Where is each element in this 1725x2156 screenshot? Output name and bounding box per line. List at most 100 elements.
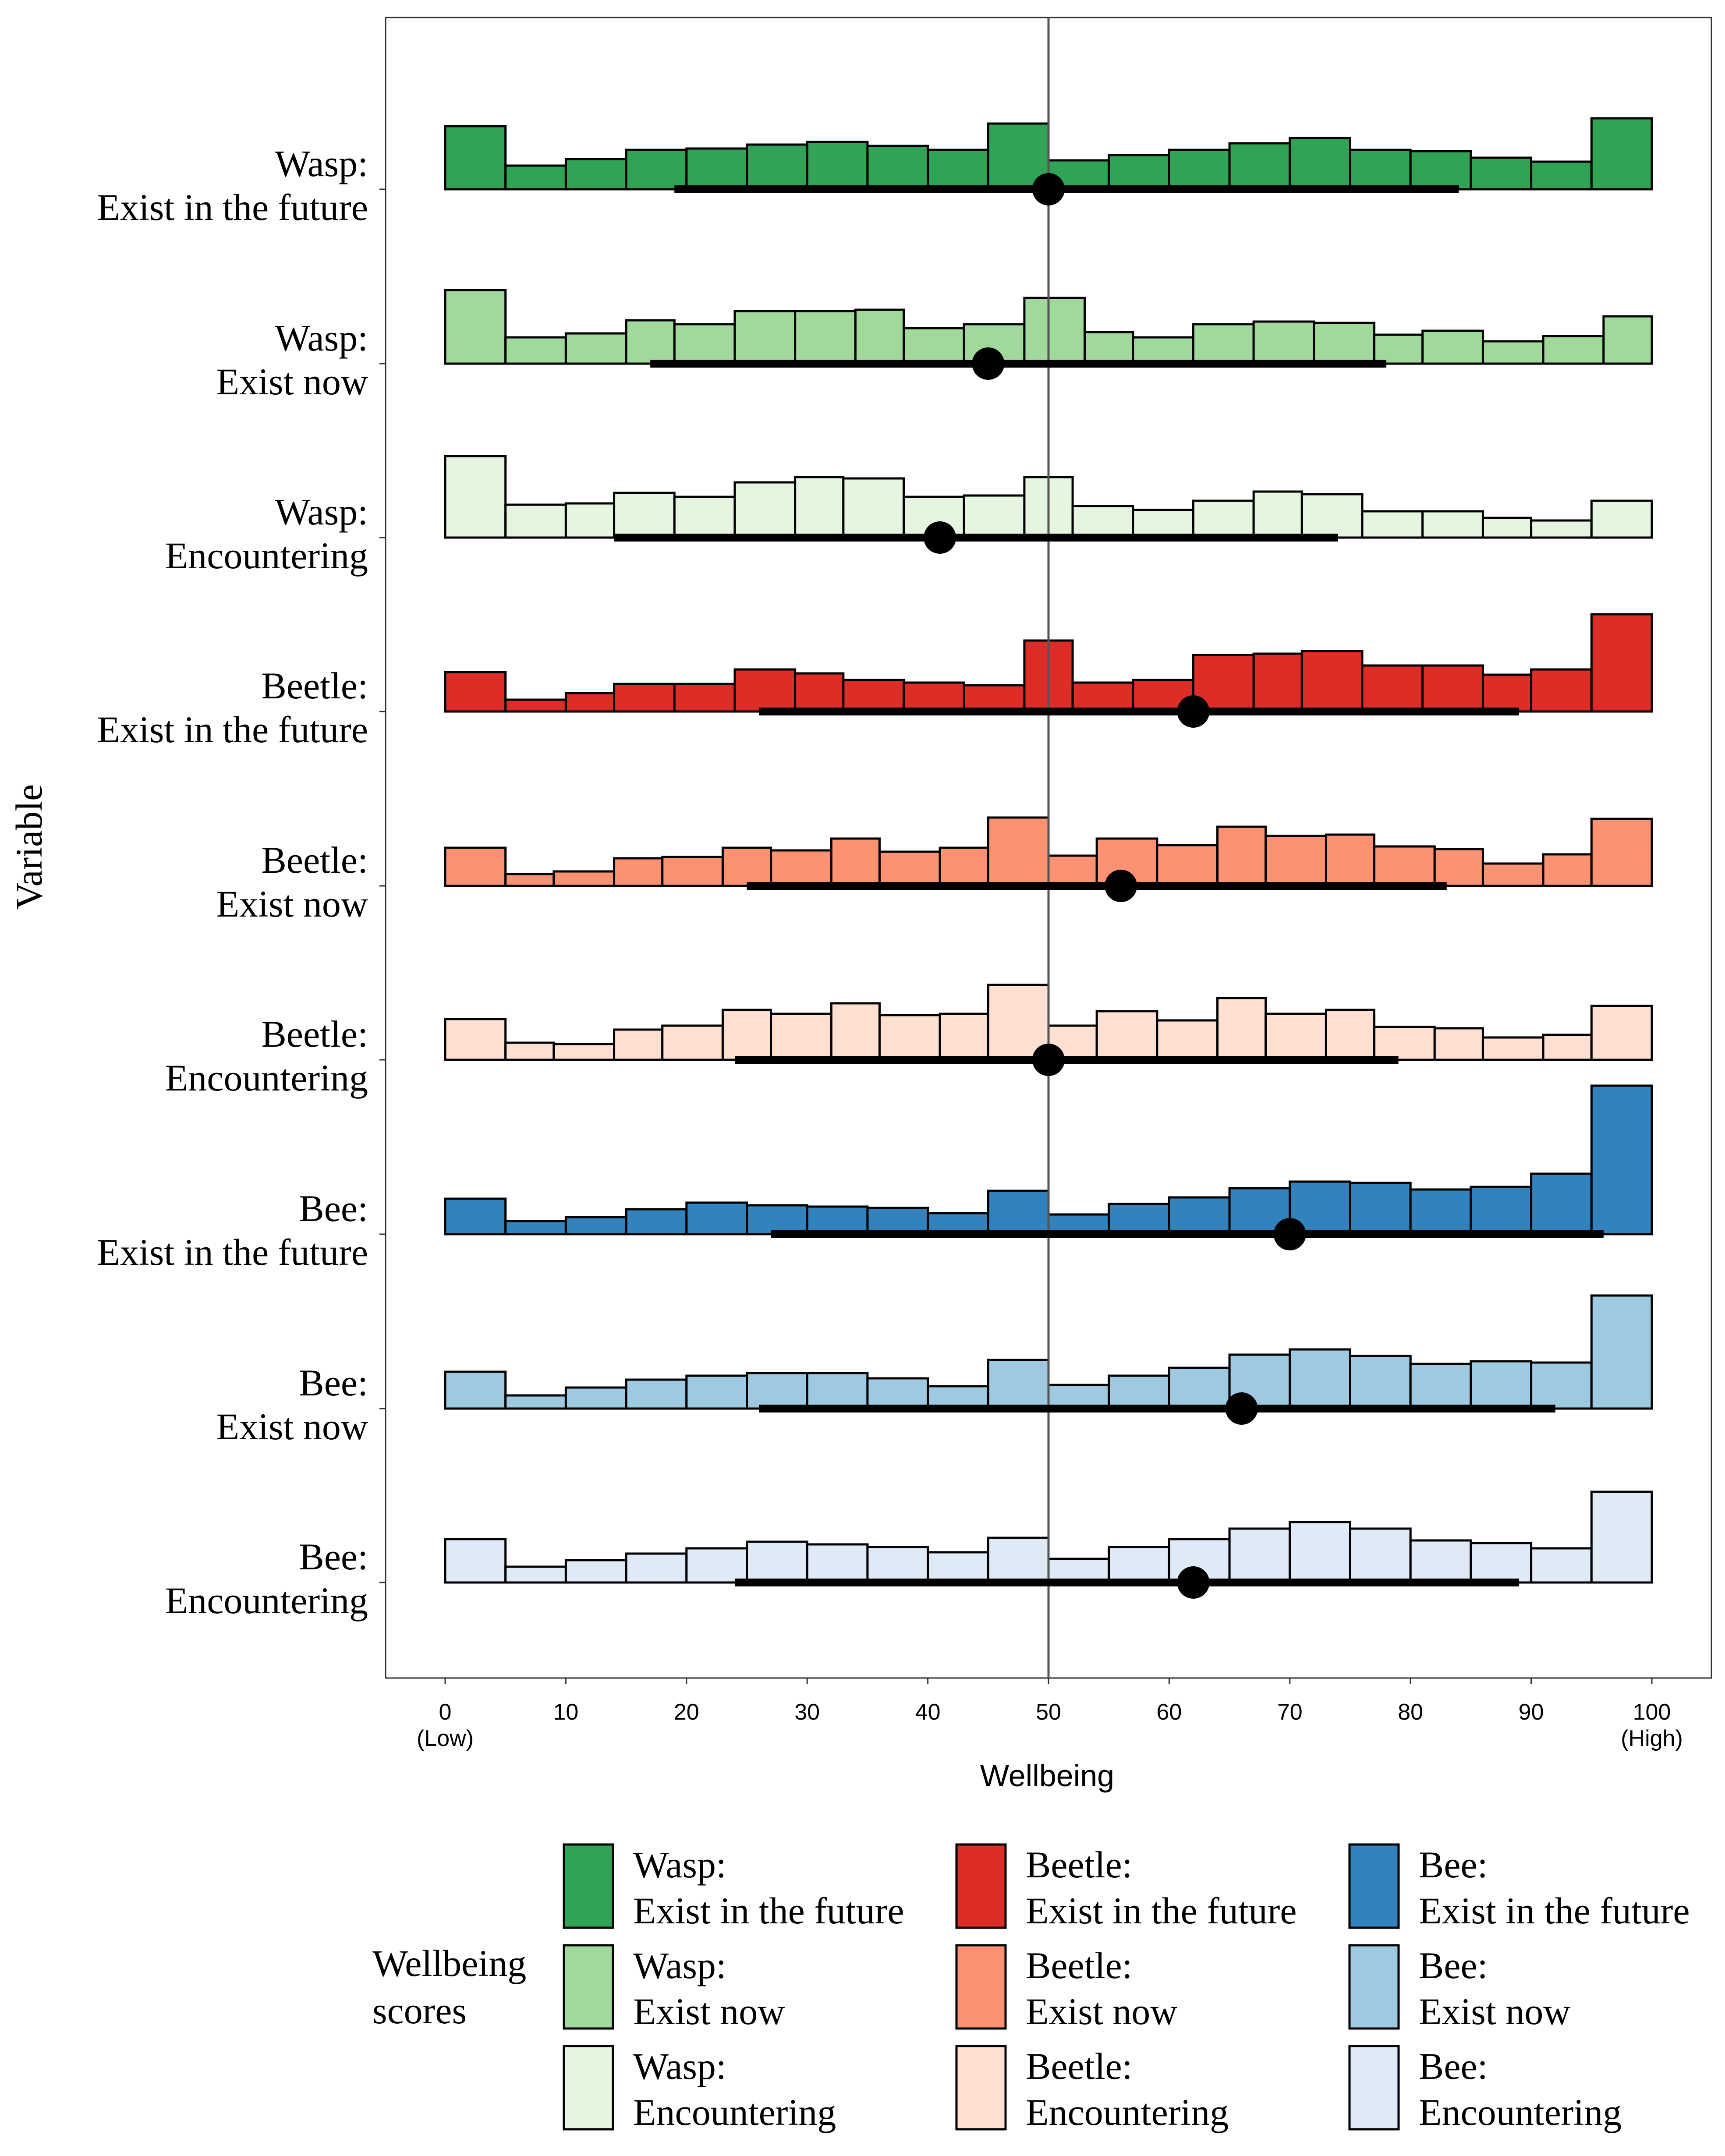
x-tick-label: 70 [1277, 1699, 1303, 1725]
histogram-bar [444, 846, 507, 887]
histogram-bar [625, 319, 676, 365]
histogram-bar [794, 310, 857, 365]
histogram-bar [987, 1359, 1050, 1410]
legend-title: scores [372, 1990, 467, 2032]
histogram-bar [1300, 650, 1364, 713]
histogram-bar [794, 672, 845, 713]
histogram-bar [1590, 613, 1653, 713]
histogram-bar [685, 1201, 748, 1236]
histogram-bar [1289, 1521, 1352, 1584]
histogram-bar [1252, 320, 1315, 365]
legend-label: Encountering [1419, 2091, 1622, 2133]
histogram-bar [673, 323, 736, 365]
legend-title: Wellbeing [372, 1942, 526, 1984]
histogram-bar [794, 476, 845, 539]
histogram-bar [1530, 1547, 1593, 1584]
x-tick-label: 30 [794, 1699, 820, 1725]
histogram-bar [553, 870, 616, 887]
y-tick-label: Encountering [165, 1579, 368, 1621]
histogram-bar [1228, 1527, 1291, 1584]
histogram-bar [878, 1014, 941, 1061]
histogram-bar [1421, 510, 1484, 539]
histogram-bar [1132, 509, 1194, 539]
histogram-bar [444, 671, 507, 713]
histogram-bar [854, 308, 905, 365]
histogram-bar [806, 141, 869, 191]
histogram-bar [1168, 149, 1231, 191]
histogram-bar [444, 125, 507, 191]
histogram-bar [1590, 1294, 1653, 1410]
histogram-bar [444, 1370, 507, 1410]
histogram-bar [1590, 499, 1653, 539]
mean-point [1273, 1218, 1306, 1250]
legend-swatch [563, 2045, 614, 2131]
histogram-bar [564, 1559, 627, 1584]
histogram-bar [1542, 853, 1593, 887]
y-tick-label: Beetle: [261, 1013, 368, 1055]
histogram-bar [504, 336, 567, 365]
legend-swatch [955, 1944, 1007, 2030]
legend-swatch [955, 1843, 1007, 1929]
x-tick-label: 40 [915, 1699, 941, 1725]
histogram-bar [1108, 1203, 1170, 1236]
histogram-bar [625, 149, 688, 191]
histogram-bar [733, 668, 797, 713]
histogram-bar [903, 327, 965, 365]
histogram-bar [1216, 997, 1267, 1061]
histogram-bar [1071, 505, 1134, 539]
histogram-bar [504, 1041, 555, 1061]
histogram-bar [1349, 149, 1412, 191]
histogram-bar [504, 164, 567, 191]
histogram-bar [1192, 499, 1255, 539]
x-tick-label: 100 [1633, 1699, 1671, 1725]
histogram-bar [1289, 137, 1352, 191]
y-tick-label: Beetle: [261, 839, 368, 881]
y-tick-label: Exist now [216, 361, 368, 403]
histogram-bar [1530, 668, 1593, 713]
legend-label: Exist now [633, 1990, 785, 2032]
x-tick-label: 90 [1519, 1699, 1544, 1725]
histogram-bar [1433, 848, 1484, 887]
histogram-bar [1409, 1363, 1472, 1410]
histogram-bar [1325, 1009, 1376, 1061]
legend-label: Wasp: [633, 1844, 726, 1886]
histogram-bar [842, 679, 905, 713]
histogram-bar [1325, 833, 1376, 887]
histogram-bar [1252, 652, 1303, 713]
y-tick-label: Wasp: [275, 491, 368, 533]
y-tick-label: Beetle: [261, 665, 368, 707]
y-tick-label: Exist in the future [97, 708, 368, 751]
histogram-bar [613, 492, 676, 539]
mean-point [1177, 1566, 1210, 1599]
histogram-bar [830, 837, 881, 887]
histogram-bar [1481, 340, 1544, 365]
x-tick-label: 60 [1156, 1699, 1182, 1725]
legend-swatch [955, 2045, 1007, 2131]
legend-label: Beetle: [1026, 1844, 1133, 1886]
histogram-bar [963, 684, 1026, 713]
histogram-bar [613, 857, 664, 887]
histogram-bar [1409, 150, 1472, 191]
legend-label: Exist now [1419, 1990, 1570, 2032]
histogram-bar [444, 1538, 507, 1584]
histogram-bar [1481, 517, 1533, 539]
histogram-bar [733, 481, 797, 539]
histogram-bar [721, 1009, 772, 1061]
histogram-bar [806, 1543, 869, 1584]
histogram-bar [504, 1394, 567, 1410]
histogram-bar [625, 1208, 688, 1236]
histogram-bar [1192, 323, 1255, 365]
y-tick-label: Exist in the future [97, 1231, 368, 1273]
histogram-bar [878, 850, 941, 887]
histogram-bar [1168, 1367, 1231, 1410]
histogram-bar [564, 502, 616, 539]
histogram-bar [625, 1378, 688, 1410]
histogram-bar [625, 1552, 688, 1584]
histogram-bar [673, 683, 736, 713]
histogram-bar [746, 1372, 808, 1410]
histogram-bar [444, 289, 507, 365]
legend-swatch [1348, 1843, 1400, 1929]
mean-point [972, 347, 1005, 380]
legend-label: Bee: [1419, 2045, 1488, 2087]
histogram-bar [866, 1377, 929, 1410]
